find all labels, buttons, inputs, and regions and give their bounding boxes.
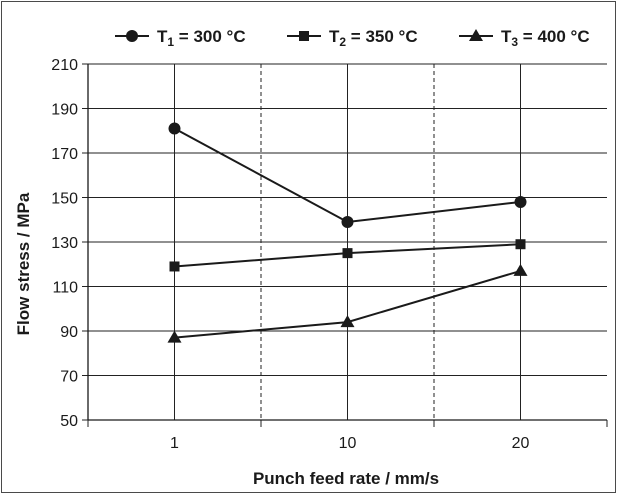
y-tick-labels: 50 70 90 110 130 150 170 190 210 (51, 57, 78, 430)
data-point (342, 248, 353, 259)
legend-label: T3 = 400 °C (501, 27, 590, 49)
legend-marker (126, 30, 138, 42)
data-point (341, 215, 354, 228)
y-tick-label: 90 (60, 324, 78, 341)
grid (88, 63, 607, 420)
series-1 (168, 122, 527, 228)
legend-entry-3: T3 = 400 °C (459, 27, 590, 49)
x-tick-label: 20 (512, 435, 530, 452)
series-group (167, 122, 528, 343)
data-point (167, 330, 182, 343)
y-tick-label: 170 (51, 146, 78, 163)
data-point (168, 122, 181, 135)
series-2 (169, 239, 526, 272)
axes (82, 63, 608, 427)
legend-marker (469, 29, 483, 41)
y-axis-label: Flow stress / MPa (14, 192, 33, 335)
x-axis-label: Punch feed rate / mm/s (253, 469, 439, 488)
y-tick-label: 50 (60, 413, 78, 430)
legend-entry-1: T1 = 300 °C (115, 27, 246, 49)
legend-label: T2 = 350 °C (329, 27, 418, 49)
series-3 (167, 263, 528, 343)
y-tick-label: 110 (52, 280, 78, 297)
x-tick-label: 10 (339, 435, 357, 452)
data-point (340, 315, 355, 328)
legend-marker (299, 31, 309, 41)
y-tick-label: 130 (51, 235, 78, 252)
data-point (515, 239, 526, 250)
x-tick-label: 1 (170, 435, 179, 452)
data-point (513, 263, 528, 276)
legend: T1 = 300 °C T2 = 350 °C T3 = 400 °C (115, 27, 590, 49)
y-tick-label: 190 (51, 102, 78, 119)
x-tick-labels: 1 10 20 (170, 435, 529, 452)
y-tick-label: 70 (60, 369, 78, 386)
y-tick-label: 210 (51, 57, 78, 74)
data-point (514, 195, 527, 208)
y-tick-label: 150 (51, 191, 78, 208)
legend-entry-2: T2 = 350 °C (287, 27, 418, 49)
data-point (169, 261, 180, 272)
legend-label: T1 = 300 °C (157, 27, 246, 49)
